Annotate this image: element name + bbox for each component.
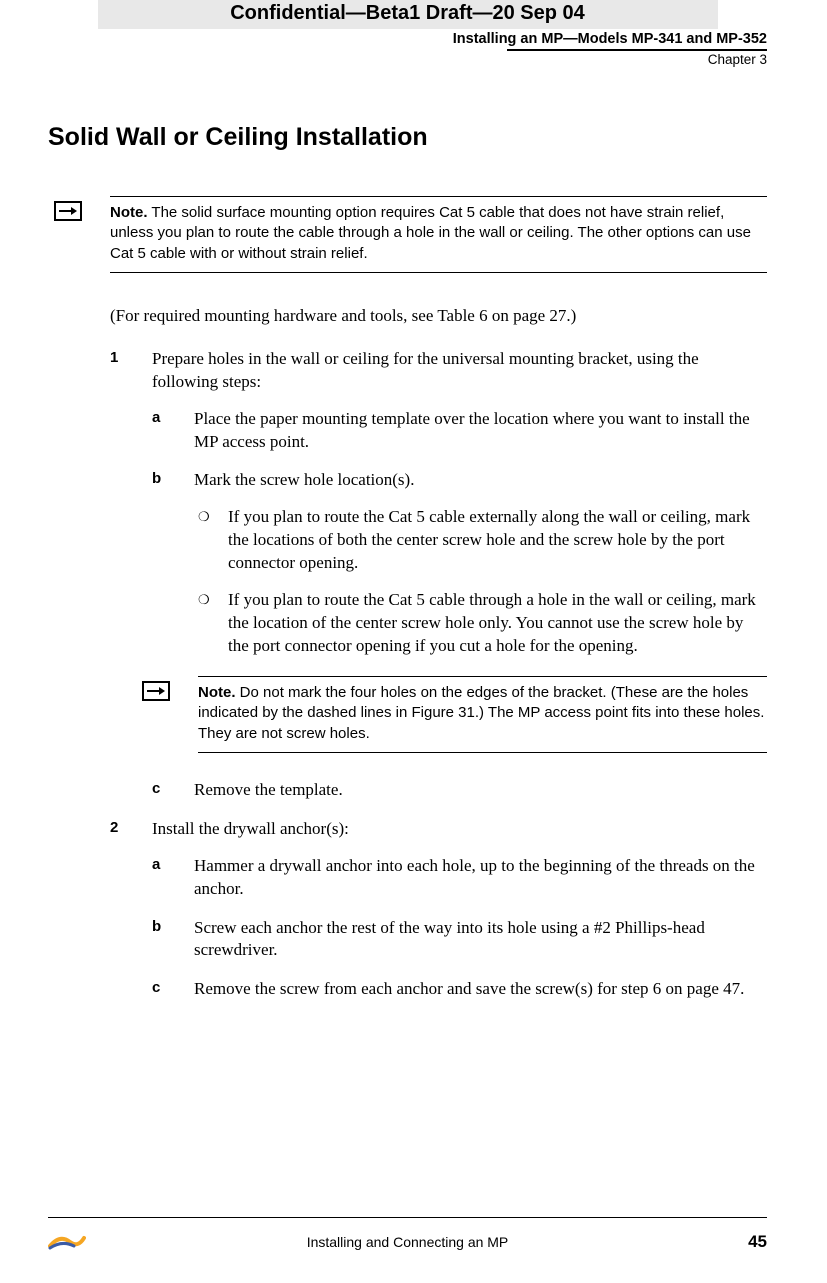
step-letter: b: [152, 917, 161, 937]
step-text: Remove the template.: [194, 780, 343, 799]
page-header: Installing an MP—Models MP-341 and MP-35…: [48, 31, 767, 67]
note-label: Note.: [110, 204, 148, 221]
step-letter: b: [152, 469, 161, 489]
list-item: b Mark the screw hole location(s). If yo…: [152, 469, 767, 658]
header-rule: [507, 49, 767, 51]
step-number: 1: [110, 348, 118, 368]
numbered-list: 1 Prepare holes in the wall or ceiling f…: [110, 348, 767, 1002]
note-label: Note.: [198, 684, 236, 701]
arrow-icon: [142, 681, 170, 701]
step-text: Prepare holes in the wall or ceiling for…: [152, 349, 699, 391]
note-block: Note. Do not mark the four holes on the …: [198, 676, 767, 753]
lead-paragraph: (For required mounting hardware and tool…: [110, 305, 767, 328]
alpha-list: c Remove the template.: [152, 779, 767, 802]
note-rule-bottom: [198, 752, 767, 753]
list-item: c Remove the screw from each anchor and …: [152, 978, 767, 1001]
list-item: If you plan to route the Cat 5 cable thr…: [194, 589, 767, 658]
step-number: 2: [110, 818, 118, 838]
page-footer: Installing and Connecting an MP 45: [48, 1217, 767, 1255]
page-number: 45: [727, 1232, 767, 1252]
arrow-icon: [54, 201, 82, 221]
section-heading: Solid Wall or Ceiling Installation: [48, 123, 767, 152]
alpha-list: a Hammer a drywall anchor into each hole…: [152, 855, 767, 1002]
note-rule-bottom: [110, 272, 767, 273]
note-text: The solid surface mounting option requir…: [110, 204, 751, 262]
note-text: Do not mark the four holes on the edges …: [198, 684, 764, 742]
confidential-banner: Confidential—Beta1 Draft—20 Sep 04: [98, 0, 718, 29]
step-letter: c: [152, 779, 160, 799]
note-block: Note. The solid surface mounting option …: [110, 196, 767, 273]
footer-title: Installing and Connecting an MP: [88, 1234, 727, 1250]
footer-rule: [48, 1217, 767, 1218]
step-text: Hammer a drywall anchor into each hole, …: [194, 856, 755, 898]
header-doc-title: Installing an MP—Models MP-341 and MP-35…: [48, 31, 767, 47]
step-text: Install the drywall anchor(s):: [152, 819, 349, 838]
step-text: Place the paper mounting template over t…: [194, 409, 750, 451]
list-item: 1 Prepare holes in the wall or ceiling f…: [110, 348, 767, 802]
list-item: b Screw each anchor the rest of the way …: [152, 917, 767, 963]
step-text: Mark the screw hole location(s).: [194, 470, 414, 489]
step-letter: c: [152, 978, 160, 998]
header-chapter: Chapter 3: [48, 52, 767, 67]
list-item: a Place the paper mounting template over…: [152, 408, 767, 454]
logo-icon: [48, 1228, 88, 1255]
bullet-text: If you plan to route the Cat 5 cable thr…: [228, 590, 756, 655]
note-body: Note. The solid surface mounting option …: [110, 197, 767, 272]
list-item: 2 Install the drywall anchor(s): a Hamme…: [110, 818, 767, 1002]
step-letter: a: [152, 408, 160, 428]
list-item: If you plan to route the Cat 5 cable ext…: [194, 506, 767, 575]
alpha-list: a Place the paper mounting template over…: [152, 408, 767, 658]
bullet-text: If you plan to route the Cat 5 cable ext…: [228, 507, 750, 572]
list-item: c Remove the template.: [152, 779, 767, 802]
bullet-list: If you plan to route the Cat 5 cable ext…: [194, 506, 767, 658]
list-item: a Hammer a drywall anchor into each hole…: [152, 855, 767, 901]
note-body: Note. Do not mark the four holes on the …: [198, 677, 767, 752]
step-text: Remove the screw from each anchor and sa…: [194, 979, 744, 998]
step-letter: a: [152, 855, 160, 875]
step-text: Screw each anchor the rest of the way in…: [194, 918, 705, 960]
